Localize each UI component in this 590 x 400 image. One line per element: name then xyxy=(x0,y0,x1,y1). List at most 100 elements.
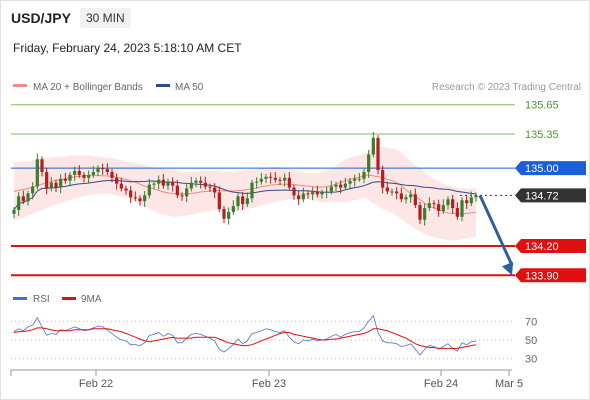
candle-body xyxy=(264,176,268,179)
level-label-135-35: 135.35 xyxy=(525,129,559,141)
candle-body xyxy=(390,191,394,193)
rsi-tick-30: 30 xyxy=(525,354,537,366)
candle-body xyxy=(343,183,347,188)
candle-body xyxy=(474,195,478,198)
x-tick-label: Mar 5 xyxy=(495,378,523,390)
candle-body xyxy=(446,199,450,206)
candle-body xyxy=(54,182,58,188)
candle-body xyxy=(283,177,287,181)
candle-body xyxy=(185,188,189,197)
candle-body xyxy=(26,193,30,202)
candle-body xyxy=(17,196,21,210)
candle-body xyxy=(129,190,133,198)
candle-body xyxy=(418,205,422,220)
candle-body xyxy=(376,137,380,171)
x-tick-label: Feb 22 xyxy=(79,378,113,390)
candle-body xyxy=(194,180,198,183)
chart-datetime: Friday, February 24, 2023 5:18:10 AM CET xyxy=(13,41,242,55)
candle-body xyxy=(353,178,357,181)
ma20-legend-label: MA 20 + Bollinger Bands xyxy=(33,82,143,93)
interval-badge[interactable]: 30 MIN xyxy=(80,8,131,28)
candle-body xyxy=(217,192,221,209)
candle-body xyxy=(437,204,441,211)
ma50-line xyxy=(13,179,477,211)
candle-body xyxy=(101,168,105,170)
candle-body xyxy=(395,191,399,194)
candle-body xyxy=(40,159,44,172)
candle-body xyxy=(297,195,301,200)
candle-body xyxy=(320,192,324,195)
candle-body xyxy=(35,159,39,187)
ma9-legend-label: 9MA xyxy=(81,294,102,305)
level-label-133-90: 133.90 xyxy=(525,270,559,282)
candle-body xyxy=(87,174,91,178)
candle-body xyxy=(147,184,151,196)
candle-body xyxy=(245,198,249,205)
level-label-135-65: 135.65 xyxy=(525,100,559,112)
candle-body xyxy=(292,187,296,196)
candle-body xyxy=(82,174,86,178)
candle-body xyxy=(423,208,427,220)
candle-body xyxy=(381,170,385,188)
candle-body xyxy=(222,209,226,219)
candle-body xyxy=(409,194,413,198)
candle-body xyxy=(59,178,63,188)
candle-body xyxy=(189,182,193,189)
candle-body xyxy=(278,179,282,181)
candle-body xyxy=(367,154,371,172)
credit-text: Research © 2023 Trading Central xyxy=(432,82,581,93)
candle-body xyxy=(115,177,119,184)
ma9-legend-swatch xyxy=(62,297,76,300)
candle-body xyxy=(329,186,333,192)
candle-body xyxy=(124,188,128,191)
candle-body xyxy=(227,211,231,219)
rsi-legend-label: RSI xyxy=(33,294,50,305)
candle-body xyxy=(311,191,315,195)
candle-body xyxy=(255,181,259,183)
level-label-134-20: 134.20 xyxy=(525,241,559,253)
main-plot: 135.65 135.35 135.00 134.72 134.20 133.90 xyxy=(11,100,586,283)
candle-body xyxy=(31,186,35,194)
candle-body xyxy=(357,178,361,180)
candle-body xyxy=(21,196,25,202)
candle-body xyxy=(199,180,203,183)
candle-body xyxy=(250,182,254,199)
candle-body xyxy=(404,197,408,200)
candle-body xyxy=(465,200,469,204)
candle-body xyxy=(49,182,53,189)
candle-body xyxy=(334,184,338,187)
candle-body xyxy=(259,178,263,182)
rsi-tick-70: 70 xyxy=(525,316,537,328)
candle-body xyxy=(432,203,436,205)
candle-body xyxy=(301,193,305,200)
candle-body xyxy=(143,195,147,202)
candle-body xyxy=(460,200,464,217)
candle-body xyxy=(441,205,445,211)
candle-body xyxy=(451,199,455,209)
level-label-135-00: 135.00 xyxy=(525,163,559,175)
candle-body xyxy=(138,198,142,202)
candle-body xyxy=(273,177,277,180)
candle-body xyxy=(399,193,403,200)
rsi-legend-swatch xyxy=(13,297,27,300)
candle-body xyxy=(166,181,170,186)
candle-body xyxy=(385,187,389,192)
candle-body xyxy=(236,196,240,207)
rsi-plot: 70 50 30 xyxy=(11,314,537,366)
candle-body xyxy=(241,196,245,205)
candle-body xyxy=(157,179,161,184)
candle-body xyxy=(77,171,81,175)
forecast-arrow xyxy=(478,194,514,266)
candle-body xyxy=(469,197,473,204)
candle-body xyxy=(306,193,310,195)
candle-body xyxy=(91,171,95,175)
candle-body xyxy=(63,178,67,181)
candle-body xyxy=(339,184,343,188)
x-tick-label: Feb 24 xyxy=(424,378,458,390)
rsi-ma-line xyxy=(13,327,477,349)
candle-body xyxy=(152,183,156,185)
candle-body xyxy=(110,171,114,178)
candle-body xyxy=(208,186,212,188)
rsi-tick-50: 50 xyxy=(525,335,537,347)
